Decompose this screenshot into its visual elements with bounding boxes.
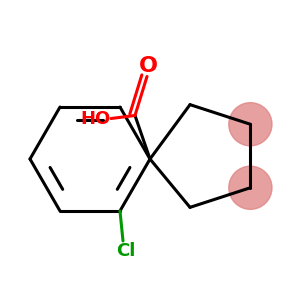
Text: Cl: Cl [116,242,136,260]
Circle shape [229,166,272,209]
Circle shape [229,103,272,146]
Text: O: O [139,56,158,76]
Text: HO: HO [81,110,111,128]
